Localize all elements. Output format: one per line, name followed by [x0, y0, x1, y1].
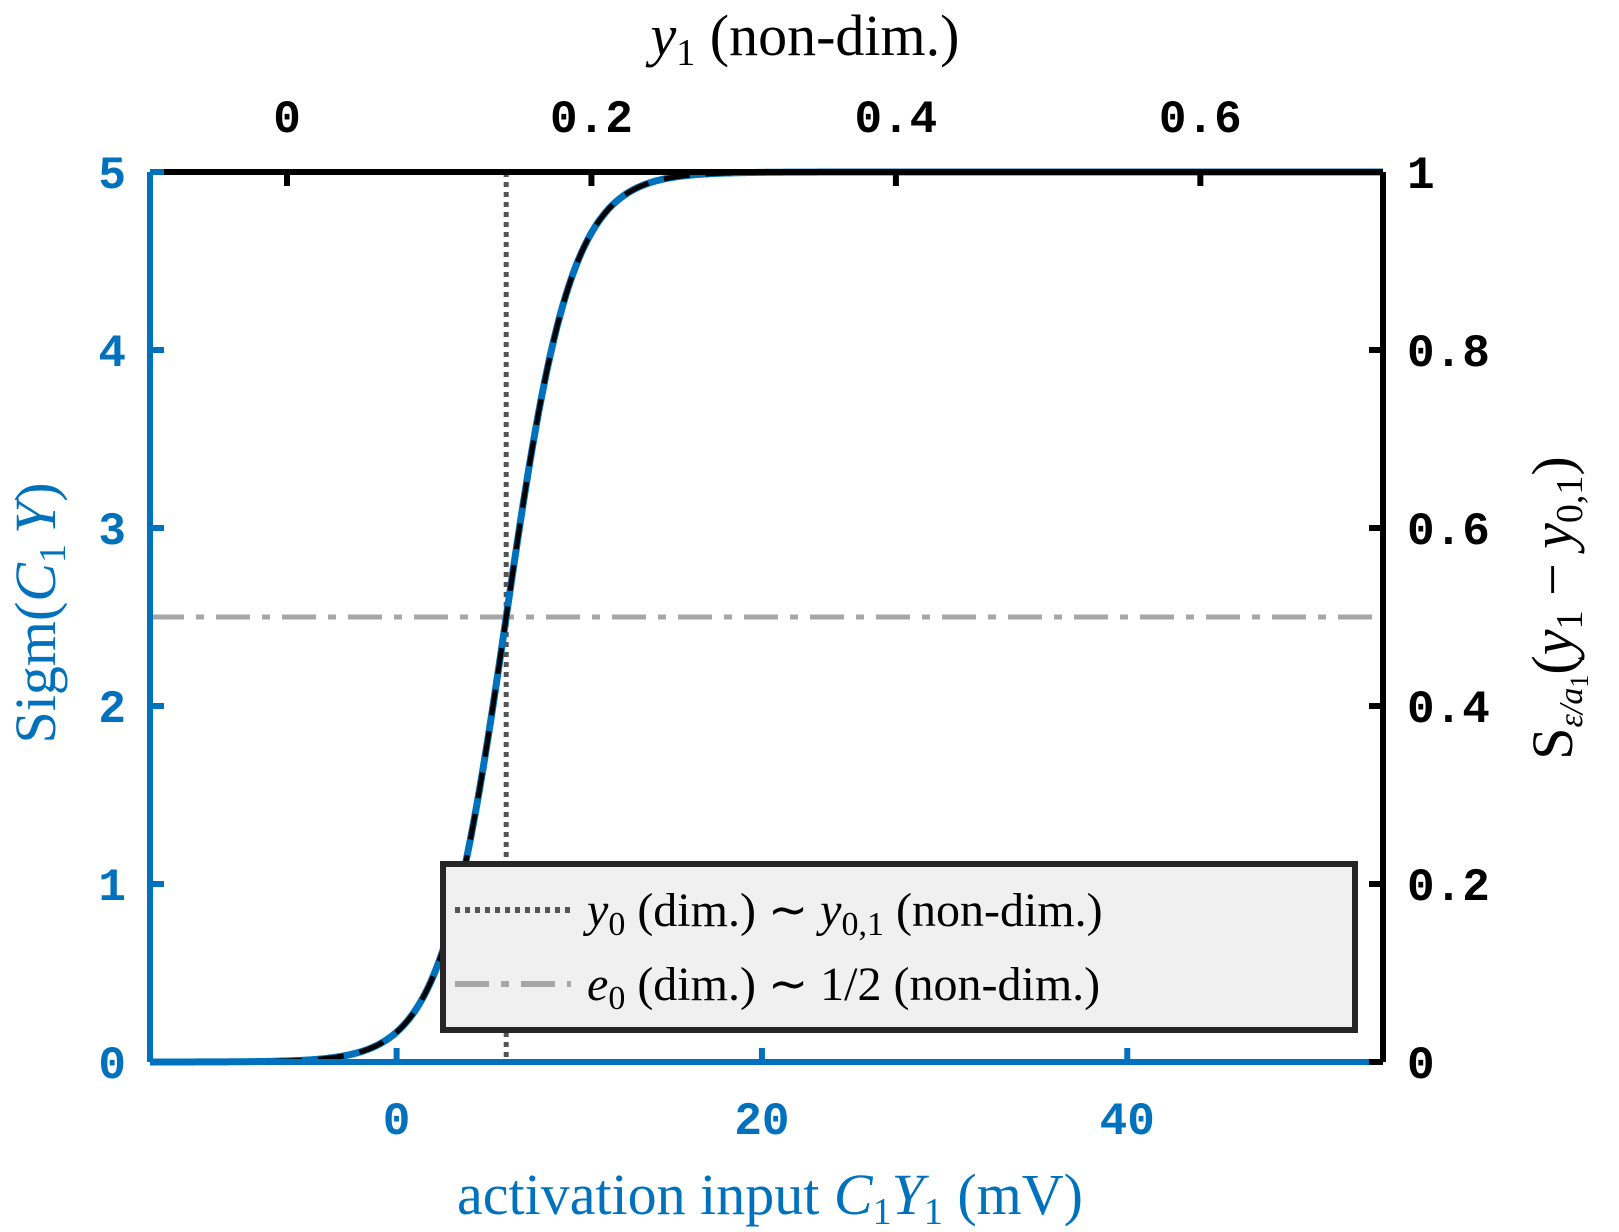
x-top-tick-label: 0.4 — [854, 94, 937, 146]
x-top-tick-label: 0.6 — [1159, 94, 1242, 146]
x-top-tick-label: 0.2 — [550, 94, 633, 146]
y-right-tick-label: 0.4 — [1407, 684, 1490, 736]
y-right-tick-label: 0.6 — [1407, 506, 1490, 558]
legend-entry-label: y0 (dim.) ∼ y0,1 (non-dim.) — [582, 884, 1103, 943]
y-left-tick-label: 1 — [98, 862, 126, 914]
y-right-tick-label: 0.2 — [1407, 862, 1490, 914]
y-left-tick-label: 3 — [98, 506, 126, 558]
x-top-tick-label: 0 — [273, 94, 301, 146]
y-right-tick-label: 0.8 — [1407, 328, 1490, 380]
y-right-tick-label: 1 — [1407, 150, 1435, 202]
y-right-tick-label: 0 — [1407, 1040, 1435, 1092]
legend: y0 (dim.) ∼ y0,1 (non-dim.) e0 (dim.) ∼ 1… — [440, 861, 1358, 1033]
y-left-tick-label: 4 — [98, 328, 126, 380]
x-bottom-tick-label: 20 — [734, 1096, 789, 1148]
legend-box — [440, 861, 1358, 1033]
x-bottom-tick-label: 0 — [383, 1096, 411, 1148]
y-left-tick-label: 2 — [98, 684, 126, 736]
x-bottom-axis-title: activation input C1Y1 (mV) — [457, 1162, 1083, 1232]
legend-entry-label: e0 (dim.) ∼ 1/2 (non-dim.) — [587, 958, 1100, 1017]
y-right-axis-title: Sε/a1(y1 − y0,1) — [1520, 456, 1594, 759]
y-left-axis-title: Sigm(C1Y) — [3, 482, 74, 743]
ticks: 0 20 40 0 0.2 0.4 0.6 0 1 2 3 4 5 0 0.2 0.4 0.6 0.8 1 — [98, 94, 1489, 1148]
y-left-tick-label: 5 — [98, 150, 126, 202]
axes-frame — [147, 169, 1386, 1065]
x-top-axis-title: y1 (non-dim.) — [646, 3, 960, 74]
x-bottom-tick-label: 40 — [1100, 1096, 1155, 1148]
y-left-tick-label: 0 — [98, 1040, 126, 1092]
